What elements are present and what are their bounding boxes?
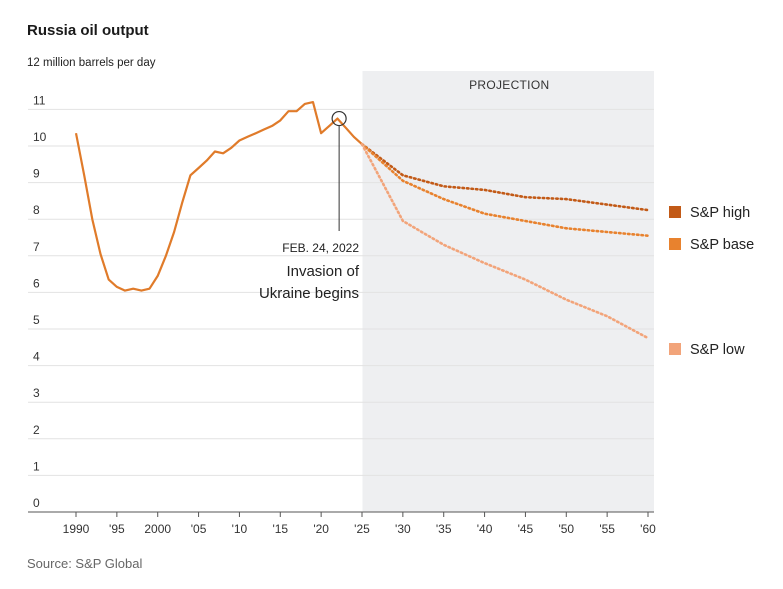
- y-unit-label: 12 million barrels per day: [27, 57, 156, 69]
- legend-swatch-s-p-base: [669, 238, 681, 250]
- x-tick-label: '60: [640, 522, 656, 536]
- series-line-s-p-high: [360, 142, 650, 212]
- x-tick-label: '25: [354, 522, 370, 536]
- x-tick-label: '15: [272, 522, 288, 536]
- x-tick-label: '50: [558, 522, 574, 536]
- legend: S&P high S&P base S&P low: [669, 205, 754, 358]
- legend-swatch-s-p-high: [669, 206, 681, 218]
- projection-region: PROJECTION: [362, 71, 654, 512]
- gridlines: [28, 108, 654, 513]
- x-tick-label: '30: [395, 522, 411, 536]
- legend-label-s-p-high: S&P high: [690, 205, 750, 221]
- y-tick-label: 9: [33, 167, 40, 181]
- x-tick-label: '45: [518, 522, 534, 536]
- annotation-date: FEB. 24, 2022: [282, 241, 359, 255]
- y-tick-label: 1: [33, 459, 40, 473]
- y-tick-label: 10: [33, 130, 47, 144]
- y-tick-label: 4: [33, 350, 40, 364]
- y-tick-label: 3: [33, 386, 40, 400]
- annotation-line-2: Ukraine begins: [259, 285, 359, 302]
- series-line-s-p-low: [360, 142, 650, 340]
- annotation-line-1: Invasion of: [286, 263, 359, 280]
- x-tick-label: '55: [599, 522, 615, 536]
- x-tick-label: '10: [232, 522, 248, 536]
- x-tick-label: '20: [313, 522, 329, 536]
- x-tick-label: '40: [477, 522, 493, 536]
- legend-label-s-p-base: S&P base: [690, 237, 754, 253]
- projection-shade: [362, 71, 654, 512]
- x-tick-label: 2000: [144, 522, 171, 536]
- x-axis-ticks: 1990 '95 2000 '05 '10 '15 '20 '25 '30 '35 '40 '45 '5…: [63, 512, 656, 536]
- source-note: Source: S&P Global: [27, 556, 143, 571]
- y-tick-label: 6: [33, 276, 40, 290]
- legend-swatch-s-p-low: [669, 343, 681, 355]
- historical-output-line: [74, 101, 363, 292]
- y-tick-label: 7: [33, 240, 40, 254]
- annotation-marker: [331, 110, 347, 127]
- y-tick-label: 5: [33, 313, 40, 327]
- series-lines: [74, 101, 650, 340]
- y-tick-label: 8: [33, 203, 40, 217]
- legend-label-s-p-low: S&P low: [690, 342, 745, 358]
- x-tick-label: '35: [436, 522, 452, 536]
- chart-title: Russia oil output: [27, 22, 149, 39]
- y-tick-label: 0: [33, 496, 40, 510]
- x-tick-label: '95: [109, 522, 125, 536]
- x-tick-label: '05: [191, 522, 207, 536]
- series-line-s-p-base: [360, 142, 650, 237]
- projection-label: PROJECTION: [469, 78, 549, 92]
- y-tick-label: 11: [33, 93, 46, 107]
- y-axis-ticks: 0 1 2 3 4 5 6 7 8 9 10 11: [33, 93, 47, 510]
- annotation: FEB. 24, 2022 Invasion of Ukraine begins: [259, 110, 360, 302]
- y-tick-label: 2: [33, 423, 40, 437]
- x-tick-label: 1990: [63, 522, 90, 536]
